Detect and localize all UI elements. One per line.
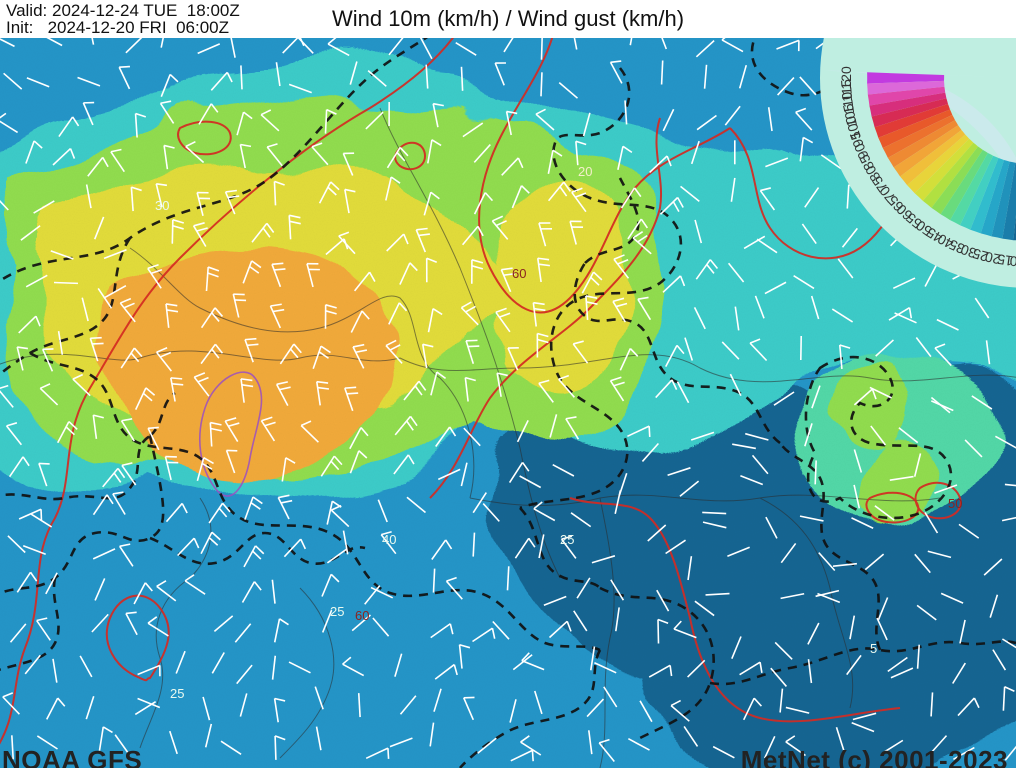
svg-text:60: 60 [355,608,369,623]
svg-text:5: 5 [870,641,877,656]
svg-text:40: 40 [382,532,396,547]
svg-text:30: 30 [155,198,169,213]
svg-text:25: 25 [170,686,184,701]
svg-text:25: 25 [330,604,344,619]
svg-text:20: 20 [578,164,592,179]
svg-text:60: 60 [512,266,526,281]
svg-text:25: 25 [560,532,574,547]
svg-text:50: 50 [948,496,962,511]
